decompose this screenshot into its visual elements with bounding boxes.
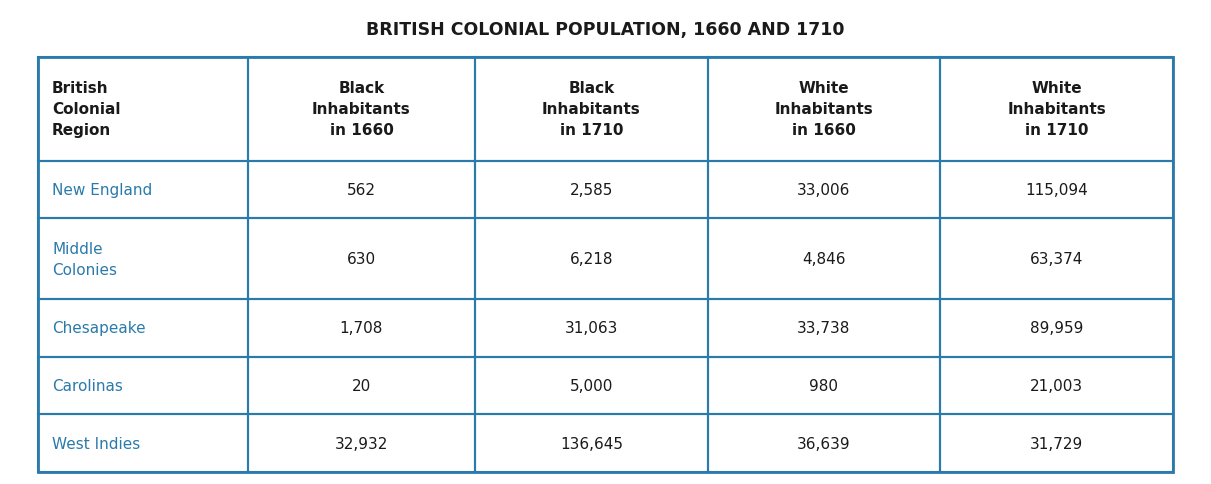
Bar [475,357,707,414]
Bar [38,58,248,162]
Text: 980: 980 [809,378,838,393]
Text: Black
Inhabitants
in 1710: Black Inhabitants in 1710 [543,81,641,138]
Bar [248,162,475,219]
Bar [475,162,707,219]
Text: 115,094: 115,094 [1026,182,1087,197]
Bar [940,219,1173,300]
Bar [940,58,1173,162]
Text: 31,063: 31,063 [564,321,618,336]
Bar [940,414,1173,472]
Bar [38,414,248,472]
Bar [940,300,1173,357]
Bar [707,162,940,219]
Text: BRITISH COLONIAL POPULATION, 1660 AND 1710: BRITISH COLONIAL POPULATION, 1660 AND 17… [366,21,845,39]
Bar [248,219,475,300]
Bar [707,414,940,472]
Text: Middle
Colonies: Middle Colonies [52,241,117,277]
Text: 33,738: 33,738 [797,321,850,336]
Bar [707,58,940,162]
Bar [707,300,940,357]
Text: West Indies: West Indies [52,436,140,451]
Text: 89,959: 89,959 [1031,321,1084,336]
Bar [940,357,1173,414]
Text: 63,374: 63,374 [1031,252,1084,267]
Text: 6,218: 6,218 [569,252,613,267]
Bar [475,414,707,472]
Text: Chesapeake: Chesapeake [52,321,145,336]
Text: 21,003: 21,003 [1031,378,1083,393]
Text: British
Colonial
Region: British Colonial Region [52,81,121,138]
Bar [940,162,1173,219]
Text: 20: 20 [352,378,371,393]
Text: New England: New England [52,182,153,197]
Bar [475,219,707,300]
Bar [38,357,248,414]
Bar [248,58,475,162]
Text: 562: 562 [348,182,375,197]
Bar [475,58,707,162]
Text: 630: 630 [346,252,377,267]
Text: White
Inhabitants
in 1710: White Inhabitants in 1710 [1008,81,1106,138]
Text: Carolinas: Carolinas [52,378,122,393]
Text: 4,846: 4,846 [802,252,845,267]
Text: 5,000: 5,000 [569,378,613,393]
Text: 36,639: 36,639 [797,436,851,451]
Bar [707,219,940,300]
Bar [248,357,475,414]
Text: 2,585: 2,585 [569,182,613,197]
Bar [707,357,940,414]
Text: 33,006: 33,006 [797,182,850,197]
Text: 136,645: 136,645 [559,436,622,451]
Bar [248,414,475,472]
Text: 32,932: 32,932 [334,436,389,451]
Text: 31,729: 31,729 [1031,436,1084,451]
Bar [38,300,248,357]
Text: 1,708: 1,708 [340,321,383,336]
Text: Black
Inhabitants
in 1660: Black Inhabitants in 1660 [312,81,411,138]
Bar [38,219,248,300]
Text: White
Inhabitants
in 1660: White Inhabitants in 1660 [775,81,873,138]
Bar [475,300,707,357]
Bar [38,162,248,219]
Bar [38,58,1173,472]
Bar [248,300,475,357]
